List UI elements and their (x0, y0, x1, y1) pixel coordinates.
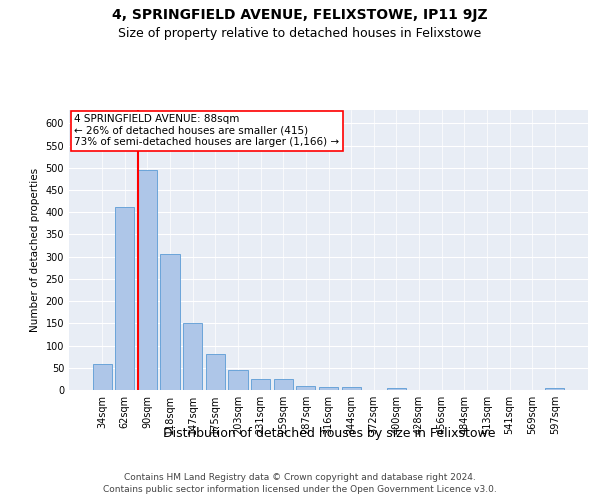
Bar (319, 387, 338, 390)
Text: Contains public sector information licensed under the Open Government Licence v3: Contains public sector information licen… (103, 485, 497, 494)
Bar (229, 370, 248, 390)
Bar (274, 379, 293, 390)
Bar (92, 364, 112, 390)
Bar (206, 354, 225, 390)
Bar (251, 379, 270, 390)
Bar (387, 388, 406, 390)
Text: 4, SPRINGFIELD AVENUE, FELIXSTOWE, IP11 9JZ: 4, SPRINGFIELD AVENUE, FELIXSTOWE, IP11 … (112, 8, 488, 22)
Y-axis label: Number of detached properties: Number of detached properties (30, 168, 40, 332)
Text: Size of property relative to detached houses in Felixstowe: Size of property relative to detached ho… (118, 28, 482, 40)
Bar (183, 324, 202, 390)
Bar (160, 254, 180, 390)
Text: Contains HM Land Registry data © Crown copyright and database right 2024.: Contains HM Land Registry data © Crown c… (124, 472, 476, 482)
Bar (296, 386, 316, 390)
Bar (545, 388, 565, 390)
Bar (115, 207, 134, 390)
Bar (138, 170, 157, 390)
Bar (341, 388, 361, 390)
Text: 4 SPRINGFIELD AVENUE: 88sqm
← 26% of detached houses are smaller (415)
73% of se: 4 SPRINGFIELD AVENUE: 88sqm ← 26% of det… (74, 114, 340, 148)
Text: Distribution of detached houses by size in Felixstowe: Distribution of detached houses by size … (163, 428, 495, 440)
